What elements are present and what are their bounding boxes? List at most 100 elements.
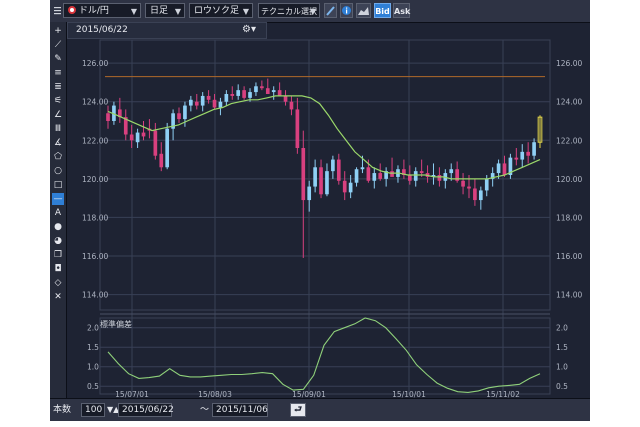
range-to-field[interactable]: 2015/11/06 — [212, 403, 268, 417]
crosshair-tool-icon[interactable]: + — [54, 26, 62, 36]
candle-body — [277, 90, 282, 96]
pencil-tool-icon[interactable]: ✎ — [54, 54, 62, 64]
candle-body — [283, 95, 288, 102]
candle-body — [449, 169, 454, 174]
ask-button[interactable]: Ask — [393, 3, 410, 18]
vertical-lines-tool-icon[interactable]: Ⅲ — [54, 124, 62, 134]
candle-body — [153, 130, 158, 156]
candle-body — [307, 186, 312, 201]
indicator-select[interactable]: テクニカル選択 ▼ — [258, 3, 320, 18]
count-stepper-icon[interactable]: ▼▲ — [107, 405, 120, 414]
candle-body — [177, 113, 181, 120]
menu-icon — [54, 7, 61, 15]
gann-fan-tool-icon[interactable]: ∠ — [53, 110, 63, 120]
lock-tool-icon[interactable]: ◘ — [54, 264, 62, 274]
y-tick-label-left: 118.00 — [82, 213, 108, 222]
candle-body — [236, 90, 241, 96]
status-bar: 本数 100 ▼▲ 2015/06/22 〜 2015/11/06 ⮐ — [50, 398, 590, 421]
moving-average-line — [107, 95, 541, 180]
timeframe-select[interactable]: 日足 ▼ — [145, 3, 185, 18]
symbol-select[interactable]: ドル/円 ▼ — [63, 3, 141, 18]
area-chart-button[interactable] — [356, 3, 371, 18]
range-separator: 〜 — [200, 405, 210, 415]
horizontal-lines-tool-icon[interactable]: ≡ — [54, 68, 62, 78]
main-chart-grid: 126.00 126.00 124.00 124.00 122.00 122.00 120.… — [82, 39, 582, 394]
candle-body — [260, 86, 264, 89]
circle-tool-icon[interactable]: ○ — [54, 166, 62, 176]
candle-body — [496, 163, 501, 174]
candle-body — [502, 163, 507, 175]
pen-tool-button[interactable] — [324, 3, 337, 18]
candle-body — [189, 99, 193, 106]
ask-label: Ask — [394, 7, 411, 16]
y-tick-label-right: 118.00 — [556, 213, 582, 222]
candle-body — [508, 157, 513, 175]
candle-body — [526, 151, 530, 156]
range-to: 2015/11/06 — [216, 405, 268, 415]
candle-body — [325, 171, 329, 195]
candlestick-plot — [105, 76, 545, 258]
candle-body — [342, 180, 347, 193]
candle-body — [384, 171, 388, 179]
candle-body — [159, 153, 164, 168]
reload-button[interactable]: ⮐ — [290, 403, 306, 417]
trendline-tool-icon[interactable]: ⟋ — [54, 40, 62, 50]
candle-body — [366, 167, 371, 181]
chart-area: 126.00 126.00 124.00 124.00 122.00 122.00 120.… — [82, 39, 582, 398]
candle-body — [194, 101, 199, 106]
channel-tool-icon[interactable]: ≣ — [54, 82, 62, 92]
candle-body — [537, 116, 543, 143]
main-chart-frame — [99, 39, 551, 311]
candle-body — [431, 175, 436, 177]
chart-style-label: ロウソク足 — [194, 6, 240, 16]
candle-body — [129, 134, 134, 141]
candle-body — [490, 173, 495, 179]
candle-body — [473, 188, 477, 201]
pentagon-tool-icon[interactable]: ⬠ — [54, 152, 62, 162]
indicator-tick-label-right: 1.0 — [556, 363, 568, 372]
copy-tool-icon[interactable]: ❐ — [53, 250, 63, 260]
count-field[interactable]: 100 — [81, 403, 105, 417]
y-tick-label-right: 120.00 — [556, 175, 582, 184]
erase-all-tool-icon[interactable]: ✕ — [54, 292, 62, 302]
candle-body — [123, 117, 128, 135]
chart-style-select[interactable]: ロウソク足 ▼ — [189, 3, 253, 18]
chevron-down-icon: ▼ — [130, 7, 137, 16]
candle-body — [212, 99, 217, 108]
y-tick-label-right: 124.00 — [556, 98, 582, 107]
candle-body — [532, 142, 536, 156]
candle-body — [135, 132, 140, 143]
fibonacci-tool-icon[interactable]: ⚟ — [53, 96, 63, 106]
angle-tool-icon[interactable]: ∡ — [53, 138, 63, 148]
y-tick-label-left: 120.00 — [82, 175, 108, 184]
text-tool-icon[interactable]: A — [54, 208, 62, 218]
candle-body — [336, 159, 341, 181]
toolbar: ドル/円 ▼ 日足 ▼ ロウソク足 ▼ テクニカル選択 ▼ Bid Ask — [50, 0, 590, 23]
indicator-grid: 2.0 2.0 1.5 1.5 1.0 1.0 0.5 0.5 15/07/01 15/08/03… — [87, 313, 568, 398]
indicator-tick-label-left: 1.0 — [87, 363, 99, 372]
y-tick-label-left: 116.00 — [82, 252, 108, 261]
eraser-tool-icon[interactable]: ◇ — [54, 278, 62, 288]
rectangle-tool-icon[interactable]: □ — [53, 180, 63, 190]
indicator-title: 標準偏差 — [100, 319, 132, 329]
bid-button[interactable]: Bid — [374, 3, 391, 18]
candle-body — [242, 90, 246, 98]
candle-body — [230, 94, 235, 96]
toolbar-menu-icon[interactable] — [53, 3, 62, 18]
color-tool-icon[interactable]: ◕ — [54, 236, 62, 246]
marker-tool-icon[interactable]: ● — [54, 222, 62, 232]
indicator-tick-label-left: 2.0 — [87, 324, 99, 333]
candle-body — [514, 157, 519, 160]
range-from-field[interactable]: 2015/06/22 — [118, 403, 174, 417]
count-label: 本数 — [53, 405, 72, 415]
candle-body — [271, 90, 276, 93]
candle-body — [455, 169, 459, 181]
candle-body — [407, 175, 412, 181]
candle-body — [295, 109, 300, 148]
candle-body — [360, 167, 365, 170]
date-header: 2015/06/22 ⚙▾ — [67, 22, 267, 39]
bid-label: Bid — [375, 7, 390, 16]
settings-icon[interactable]: ⚙▾ — [242, 24, 256, 35]
horizontal-line-tool-icon[interactable]: — — [52, 193, 64, 205]
info-button[interactable] — [340, 3, 353, 18]
